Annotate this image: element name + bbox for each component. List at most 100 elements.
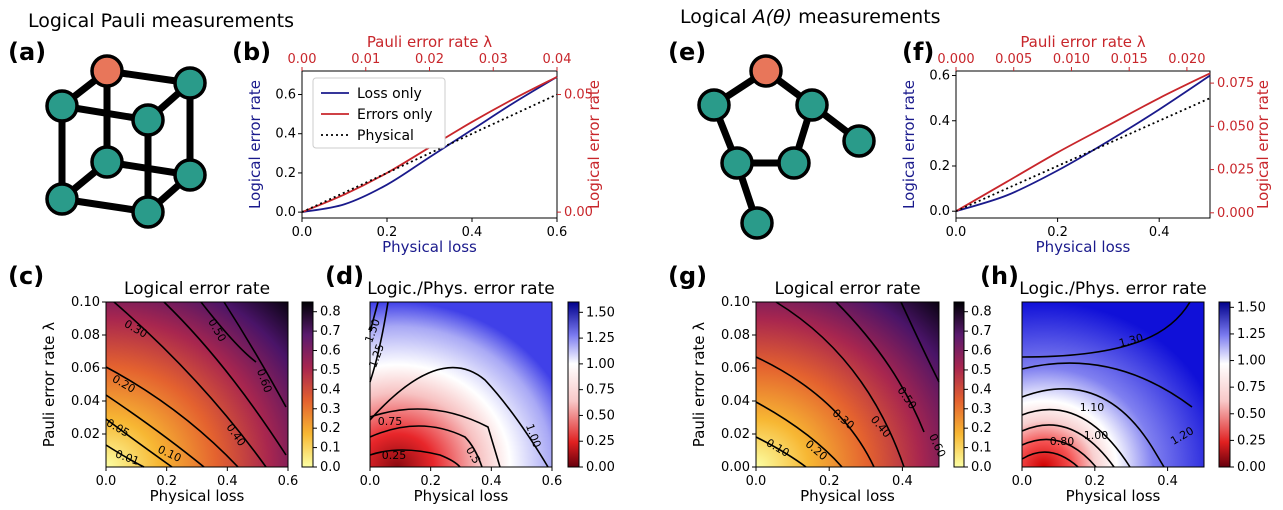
contour-line: [755, 436, 807, 468]
right-y-tick-label: 0.025: [1217, 163, 1254, 178]
contour-line: [223, 301, 287, 408]
cube-node: [90, 145, 124, 179]
pentagon-node: [842, 124, 876, 158]
x-axis-label: Physical loss: [382, 238, 477, 256]
top-x-tick-label: 0.010: [1053, 52, 1090, 67]
legend: Loss only Errors only Physical: [312, 77, 446, 149]
colorbar-tick-label: 0.25: [586, 434, 615, 449]
y-tick-label: 0.4: [275, 127, 296, 142]
plot-frame: [1021, 301, 1205, 468]
pentagon-node: [697, 88, 731, 122]
contour-line: [1021, 388, 1165, 468]
contour-line: [1021, 362, 1193, 408]
top-x-axis-label: Pauli error rate λ: [1020, 33, 1145, 51]
contour-line: [163, 301, 287, 456]
colorbar-tick-label: 0.50: [1237, 407, 1266, 422]
colorbar-tick-label: 0.6: [971, 344, 992, 359]
x-tick-label: 0.6: [278, 474, 299, 489]
contour-line: [105, 394, 205, 468]
top-x-axis-label: Pauli error rate λ: [367, 33, 492, 51]
y-tick-label: 0.00: [721, 460, 750, 475]
colorbar-tick-label: 0.7: [971, 324, 992, 339]
y-axis-label: Pauli error rate λ: [40, 322, 58, 447]
colorbar-tick-label: 0.00: [586, 460, 615, 475]
colorbar-tick-label: 0.25: [1237, 433, 1266, 448]
contour-line: [105, 366, 239, 468]
line-plot-f: 0.0 0.2 0.4 0.0 0.2 0.4 0.6 0.000 0.005 0.010 0.01…: [900, 33, 1272, 256]
contour-line: [1021, 451, 1079, 468]
y-tick-label: 0.0: [929, 204, 950, 219]
x-tick-label: 0.4: [481, 474, 502, 489]
y-tick-label: 0.10: [721, 295, 750, 310]
contour-line: [755, 356, 875, 468]
series-line-physical: [301, 93, 558, 213]
contour-line: [369, 301, 379, 333]
x-axis-label: Physical loss: [150, 487, 245, 505]
y-tick-label: 0.06: [721, 361, 750, 376]
contour-line: [775, 301, 905, 468]
plot-frame: [369, 301, 553, 468]
x-tick-label: 0.0: [292, 225, 313, 240]
contour-line: [835, 301, 925, 433]
colorbar-tick-label: 0.2: [971, 421, 992, 436]
contour-label: 1.30: [1118, 331, 1145, 350]
x-tick-label: 0.4: [892, 474, 913, 489]
colorbar-tick-label: 1.50: [1237, 300, 1266, 315]
contour-line: [113, 301, 267, 468]
heatmap-g: 0.10 0.200.30 0.400.500.600.0 0.2 0.40.000.0…: [690, 279, 992, 505]
top-x-tick-label: 0.03: [479, 52, 508, 67]
heatmap-field: [370, 302, 552, 467]
cube-node: [173, 158, 207, 192]
colorbar: [301, 301, 314, 468]
x-tick-label: 0.2: [819, 474, 840, 489]
colorbar-tick-label: 0.2: [320, 421, 341, 436]
series-line-physical: [955, 97, 1211, 213]
y-tick-label: 0.04: [721, 394, 750, 409]
colorbar-tick-label: 0.75: [1237, 380, 1266, 395]
cube-node: [90, 54, 124, 88]
pentagon-node: [740, 206, 774, 240]
colorbar-tick-label: 0.8: [320, 305, 341, 320]
top-x-tick-label: 0.020: [1168, 52, 1205, 67]
panel-label-d: (d): [325, 262, 365, 290]
x-tick-label: 0.0: [360, 474, 381, 489]
y-tick-label: 0.10: [71, 295, 100, 310]
top-x-tick-label: 0.005: [995, 52, 1032, 67]
colorbar-tick-label: 1.50: [586, 305, 615, 320]
y-tick-label: 0.04: [71, 394, 100, 409]
header-atheta-suffix: measurements: [792, 6, 941, 28]
plot-frame: [955, 70, 1211, 219]
colorbar-tick-label: 0.8: [971, 305, 992, 320]
colorbar-tick-label: 0.4: [320, 382, 341, 397]
pentagon-graph: [697, 54, 876, 240]
y-tick-label: 0.02: [721, 427, 750, 442]
right-y-tick-label: 0.000: [1217, 206, 1254, 221]
heatmap-title: Logic./Phys. error rate: [1019, 279, 1206, 299]
right-y-tick-label: 0.050: [1217, 119, 1254, 134]
colorbar-tick-label: 0.0: [320, 460, 341, 475]
colorbar-tick-label: 0.7: [320, 324, 341, 339]
y-tick-label: 0.08: [721, 328, 750, 343]
y-tick-label: 0.02: [71, 427, 100, 442]
contour-line: [1021, 424, 1115, 468]
x-tick-label: 0.4: [217, 474, 238, 489]
plot-frame: [755, 301, 940, 468]
colorbar-tick-label: 0.5: [320, 363, 341, 378]
x-tick-label: 0.2: [1084, 474, 1105, 489]
top-x-tick-label: 0.015: [1111, 52, 1148, 67]
colorbar: [567, 301, 580, 468]
contour-line: [1021, 301, 1191, 358]
colorbar-tick-label: 0.3: [971, 402, 992, 417]
heatmap-title: Logical error rate: [774, 279, 920, 299]
cube-graph: [45, 54, 207, 229]
header-pauli: Logical Pauli measurements: [28, 10, 294, 32]
contour-line: [369, 408, 501, 468]
plot-frame: [105, 301, 289, 468]
colorbar: [953, 301, 965, 468]
colorbar-tick-label: 1.00: [586, 357, 615, 372]
line-plot-b: 0.0 0.2 0.4 0.6 0.0 0.2 0.4 0.6 0.00 0.01 0.02 0.03…: [246, 33, 603, 256]
colorbar-tick-label: 0.1: [971, 441, 992, 456]
legend-box: [312, 77, 446, 149]
heatmap-h: 0.80 1.001.101.201.300.0 0.2 0.4Logic./Phys…: [1012, 279, 1266, 505]
